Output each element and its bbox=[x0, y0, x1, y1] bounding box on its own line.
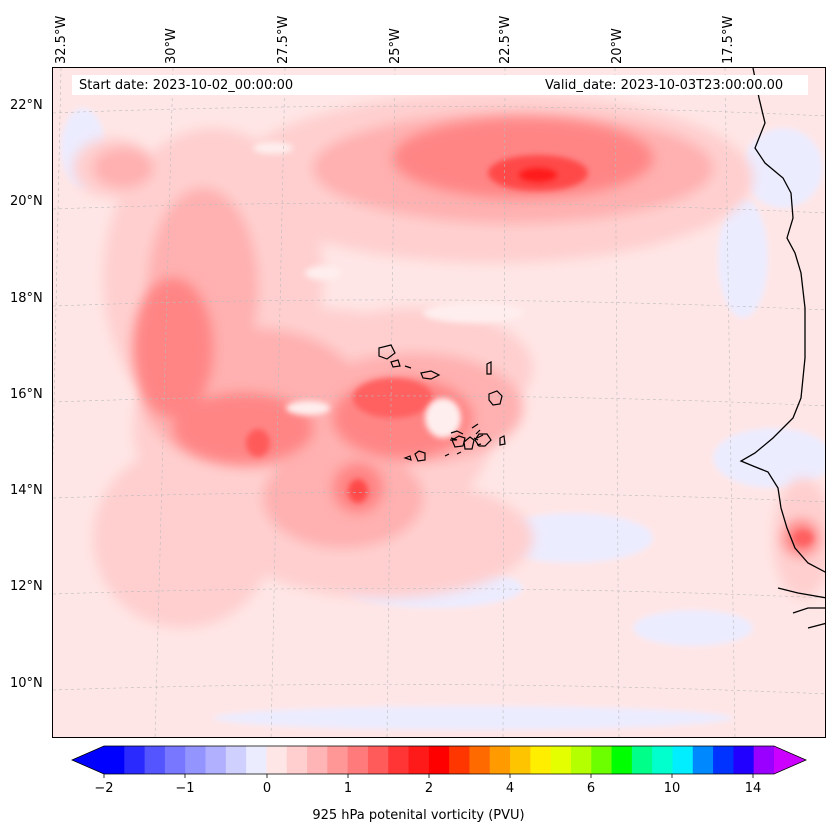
colorbar-swatch bbox=[652, 746, 674, 774]
cb-tick-neg1: −1 bbox=[175, 781, 195, 796]
lat-label-20n: 20°N bbox=[10, 194, 43, 209]
cape-verde-islands bbox=[378, 344, 506, 462]
colorbar-swatch bbox=[144, 746, 166, 774]
lat-label-22n: 22°N bbox=[10, 98, 43, 113]
coastline bbox=[739, 68, 825, 629]
pv-map bbox=[52, 67, 826, 738]
lat-label-12n: 12°N bbox=[10, 579, 43, 594]
near-zero-streaks bbox=[253, 142, 523, 438]
colorbar-swatch bbox=[104, 746, 125, 774]
lon-label-32-5w: 32.5°W bbox=[54, 15, 69, 64]
colorbar-swatch bbox=[611, 746, 633, 774]
colorbar-swatch bbox=[164, 746, 186, 774]
colorbar-swatch bbox=[530, 746, 552, 774]
colorbar-swatch bbox=[246, 746, 268, 774]
colorbar-swatch bbox=[225, 746, 247, 774]
colorbar-swatch bbox=[408, 746, 430, 774]
colorbar-swatch bbox=[510, 746, 531, 774]
peak-pv-cores bbox=[246, 155, 813, 546]
valid-date-label: Valid_date: 2023-10-03T23:00:00.00 bbox=[545, 78, 784, 93]
colorbar-swatch bbox=[347, 746, 369, 774]
colorbar bbox=[71, 745, 807, 778]
start-date-label: Start date: 2023-10-02_00:00:00 bbox=[79, 78, 294, 93]
colorbar-swatch bbox=[489, 746, 511, 774]
cb-tick-1: 1 bbox=[343, 781, 353, 796]
cb-tick-4: 4 bbox=[505, 781, 515, 796]
colorbar-swatch bbox=[327, 746, 349, 774]
lon-label-30w: 30°W bbox=[164, 28, 179, 64]
colorbar-swatch bbox=[124, 746, 146, 774]
colorbar-swatch bbox=[570, 746, 592, 774]
colorbar-swatch bbox=[631, 746, 653, 774]
colorbar-swatch bbox=[205, 746, 227, 774]
colorbar-swatch bbox=[591, 746, 613, 774]
lon-label-17-5w: 17.5°W bbox=[721, 15, 736, 64]
cb-tick-10: 10 bbox=[663, 781, 681, 796]
colorbar-title: 925 hPa potenital vorticity (PVU) bbox=[312, 808, 525, 823]
colorbar-swatch bbox=[753, 746, 775, 774]
cb-tick-neg2: −2 bbox=[94, 781, 114, 796]
lat-label-18n: 18°N bbox=[10, 291, 43, 306]
colorbar-swatches bbox=[104, 746, 775, 774]
lat-label-14n: 14°N bbox=[10, 483, 43, 498]
colorbar-swatch bbox=[733, 746, 755, 774]
date-info-box bbox=[72, 75, 808, 95]
colorbar-ticks bbox=[103, 774, 754, 778]
colorbar-extend-min bbox=[72, 746, 104, 774]
lon-label-22-5w: 22.5°W bbox=[498, 15, 513, 64]
colorbar-swatch bbox=[692, 746, 714, 774]
colorbar-swatch bbox=[550, 746, 572, 774]
colorbar-swatch bbox=[307, 746, 328, 774]
lat-label-10n: 10°N bbox=[10, 676, 43, 691]
cb-tick-0: 0 bbox=[262, 781, 272, 796]
gridlines bbox=[53, 68, 825, 737]
colorbar-swatch bbox=[672, 746, 694, 774]
colorbar-swatch bbox=[449, 746, 471, 774]
colorbar-swatch bbox=[713, 746, 734, 774]
colorbar-swatch bbox=[185, 746, 207, 774]
colorbar-extend-max bbox=[774, 746, 806, 774]
colorbar-swatch bbox=[388, 746, 410, 774]
lon-label-27-5w: 27.5°W bbox=[276, 15, 291, 64]
colorbar-swatch bbox=[266, 746, 288, 774]
pv-field bbox=[53, 68, 825, 737]
colorbar-swatch bbox=[469, 746, 491, 774]
colorbar-swatch bbox=[428, 746, 450, 774]
lon-label-20w: 20°W bbox=[610, 28, 625, 64]
colorbar-swatch bbox=[286, 746, 308, 774]
cb-tick-2: 2 bbox=[424, 781, 434, 796]
lon-label-25w: 25°W bbox=[388, 28, 403, 64]
lat-label-16n: 16°N bbox=[10, 387, 43, 402]
colorbar-swatch bbox=[367, 746, 389, 774]
cb-tick-14: 14 bbox=[744, 781, 762, 796]
cb-tick-6: 6 bbox=[586, 781, 596, 796]
